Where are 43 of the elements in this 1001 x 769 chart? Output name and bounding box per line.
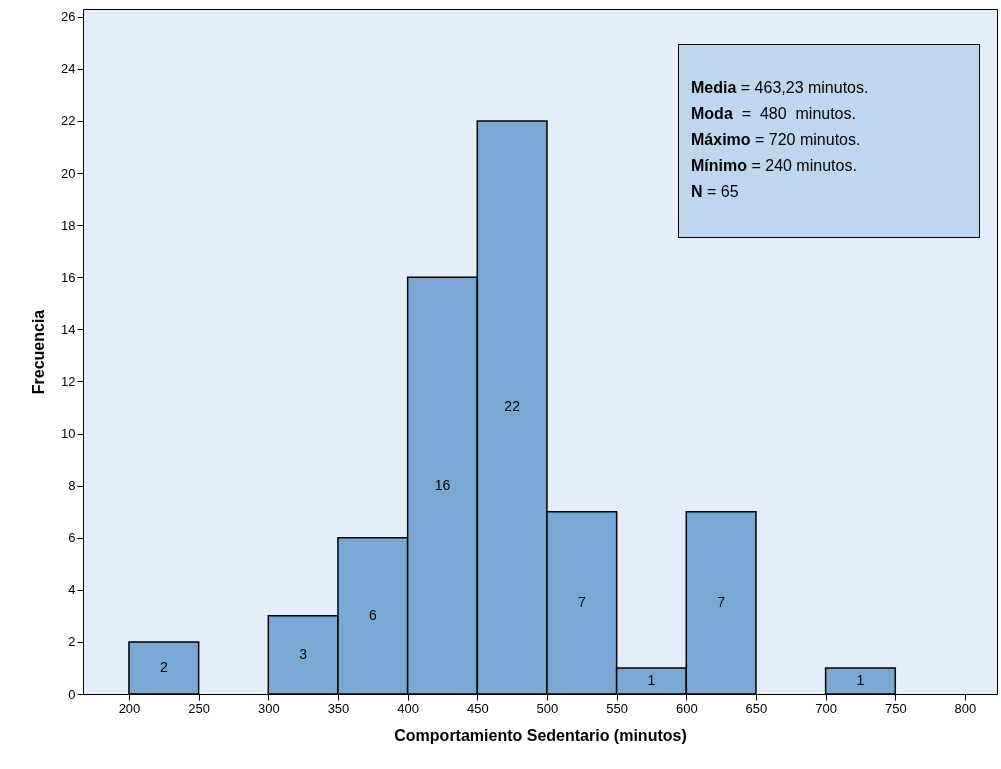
y-tick-label: 8 [68, 478, 76, 494]
data-label: 1 [856, 671, 865, 688]
y-axis-title: Frecuencia [30, 309, 48, 395]
x-tick-label: 750 [884, 700, 907, 716]
data-label: 2 [159, 658, 168, 675]
y-tick-label: 12 [61, 373, 76, 389]
y-tick-label: 2 [68, 634, 76, 650]
y-tick-label: 24 [61, 61, 76, 77]
x-tick-label: 650 [745, 700, 768, 716]
data-label: 1 [647, 671, 656, 688]
x-tick-label: 600 [675, 700, 698, 716]
x-tick-label: 400 [397, 700, 419, 716]
x-tick-label: 800 [954, 700, 977, 716]
annotation: Mínimo = 240 minutos. [691, 156, 858, 176]
y-tick-label: 22 [61, 113, 76, 129]
x-tick-label: 450 [466, 700, 489, 716]
y-tick-label: 6 [68, 530, 76, 546]
annotation: Media = 463,23 minutos. [691, 78, 870, 98]
data-label: 6 [368, 606, 377, 623]
y-tick-label: 26 [61, 9, 76, 25]
annotation: N = 65 [691, 182, 740, 202]
y-tick-label: 20 [61, 165, 76, 181]
data-label: 7 [717, 593, 726, 610]
data-label: 7 [577, 593, 586, 610]
y-tick-label: 0 [68, 686, 76, 702]
data-label: 16 [434, 476, 451, 493]
x-tick-label: 350 [327, 700, 350, 716]
y-tick-label: 16 [61, 269, 76, 285]
data-label: 3 [299, 645, 308, 662]
y-tick-label: 10 [61, 426, 76, 442]
y-tick-label: 4 [68, 582, 76, 598]
x-tick-label: 550 [606, 700, 628, 716]
annotation: Moda = 480 minutos. [691, 104, 857, 124]
y-tick-label: 14 [61, 321, 76, 337]
x-tick-label: 200 [118, 700, 141, 716]
x-tick-label: 250 [188, 700, 210, 716]
x-tick-label: 500 [536, 700, 559, 716]
x-axis-title: Comportamiento Sedentario (minutos) [394, 726, 687, 744]
x-tick-label: 700 [815, 700, 837, 716]
y-tick-label: 18 [61, 217, 76, 233]
annotation: Máximo = 720 minutos. [691, 130, 862, 150]
x-tick-label: 300 [257, 700, 280, 716]
data-label: 22 [504, 398, 521, 415]
